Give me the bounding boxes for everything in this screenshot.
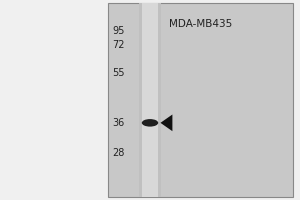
Ellipse shape (142, 119, 158, 127)
Text: MDA-MB435: MDA-MB435 (169, 19, 232, 29)
Bar (142, 3, 158, 197)
Text: 28: 28 (112, 148, 124, 158)
Bar (139, 3, 161, 197)
Text: 95: 95 (112, 26, 124, 36)
Text: 55: 55 (112, 68, 124, 78)
Text: 72: 72 (112, 40, 124, 50)
Polygon shape (160, 114, 172, 131)
Bar (108, 3, 293, 197)
Text: 36: 36 (112, 118, 124, 128)
